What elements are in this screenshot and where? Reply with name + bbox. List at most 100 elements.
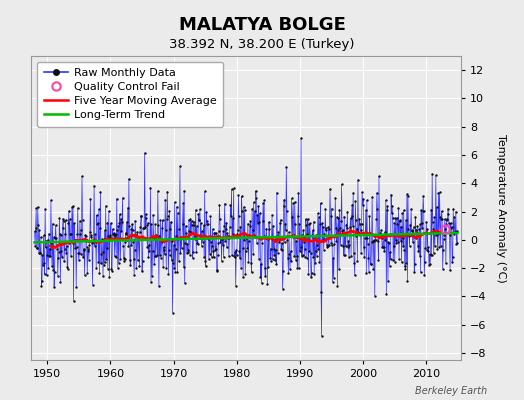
Point bbox=[434, 190, 443, 196]
Point bbox=[391, 215, 399, 221]
Point bbox=[267, 258, 275, 264]
Point bbox=[325, 242, 333, 248]
Point bbox=[73, 230, 81, 237]
Point bbox=[357, 221, 366, 228]
Point bbox=[153, 251, 161, 258]
Text: 38.392 N, 38.200 E (Turkey): 38.392 N, 38.200 E (Turkey) bbox=[169, 38, 355, 51]
Point bbox=[297, 135, 305, 141]
Point bbox=[136, 224, 145, 231]
Point bbox=[165, 208, 173, 214]
Point bbox=[385, 240, 393, 246]
Point bbox=[113, 195, 121, 202]
Point bbox=[386, 256, 395, 263]
Point bbox=[219, 228, 227, 234]
Point bbox=[239, 273, 247, 280]
Point bbox=[245, 232, 254, 238]
Point bbox=[325, 226, 334, 232]
Point bbox=[255, 219, 264, 225]
Point bbox=[252, 194, 260, 201]
Point bbox=[38, 252, 47, 258]
Point bbox=[157, 239, 166, 246]
Point bbox=[363, 197, 371, 204]
Point bbox=[285, 250, 293, 257]
Point bbox=[441, 226, 450, 232]
Point bbox=[326, 213, 335, 219]
Point bbox=[271, 257, 279, 264]
Point bbox=[227, 213, 235, 220]
Point bbox=[443, 216, 451, 222]
Point bbox=[88, 240, 96, 246]
Point bbox=[201, 258, 210, 265]
Point bbox=[384, 239, 392, 245]
Point bbox=[436, 243, 445, 249]
Point bbox=[71, 236, 80, 243]
Point bbox=[214, 240, 223, 246]
Point bbox=[236, 224, 245, 230]
Point bbox=[252, 188, 260, 194]
Point bbox=[70, 220, 78, 226]
Point bbox=[329, 255, 337, 262]
Y-axis label: Temperature Anomaly (°C): Temperature Anomaly (°C) bbox=[496, 134, 506, 282]
Point bbox=[453, 240, 462, 246]
Point bbox=[315, 214, 323, 220]
Point bbox=[85, 256, 93, 263]
Point bbox=[429, 226, 438, 232]
Point bbox=[121, 239, 129, 246]
Point bbox=[147, 279, 155, 285]
Point bbox=[43, 237, 52, 243]
Point bbox=[57, 248, 66, 254]
Point bbox=[95, 270, 104, 276]
Point bbox=[393, 221, 401, 227]
Point bbox=[392, 215, 401, 221]
Point bbox=[161, 227, 170, 234]
Point bbox=[48, 220, 57, 227]
Point bbox=[138, 268, 146, 274]
Point bbox=[40, 271, 49, 278]
Point bbox=[408, 228, 416, 234]
Point bbox=[254, 203, 263, 210]
Point bbox=[139, 225, 147, 232]
Point bbox=[160, 247, 168, 254]
Point bbox=[189, 248, 198, 255]
Point bbox=[350, 250, 358, 256]
Point bbox=[282, 164, 290, 170]
Point bbox=[413, 223, 422, 229]
Point bbox=[347, 253, 355, 259]
Point bbox=[256, 274, 265, 280]
Point bbox=[425, 262, 433, 268]
Point bbox=[242, 234, 250, 241]
Point bbox=[91, 242, 99, 249]
Point bbox=[125, 223, 134, 230]
Point bbox=[297, 244, 305, 251]
Point bbox=[396, 218, 404, 224]
Point bbox=[65, 240, 73, 247]
Point bbox=[253, 212, 261, 219]
Point bbox=[205, 234, 214, 240]
Point bbox=[190, 222, 199, 228]
Point bbox=[102, 256, 111, 262]
Point bbox=[121, 256, 129, 262]
Point bbox=[351, 198, 359, 204]
Point bbox=[355, 229, 363, 236]
Point bbox=[286, 248, 294, 254]
Point bbox=[334, 215, 343, 221]
Point bbox=[379, 244, 388, 250]
Point bbox=[345, 242, 354, 248]
Point bbox=[32, 205, 40, 211]
Point bbox=[390, 220, 398, 226]
Point bbox=[134, 257, 142, 264]
Point bbox=[233, 231, 242, 238]
Point bbox=[43, 252, 51, 258]
Point bbox=[380, 247, 388, 254]
Point bbox=[432, 172, 440, 178]
Point bbox=[321, 206, 330, 213]
Point bbox=[350, 260, 358, 266]
Point bbox=[95, 206, 103, 213]
Point bbox=[420, 207, 428, 214]
Point bbox=[227, 186, 236, 192]
Point bbox=[97, 260, 105, 267]
Point bbox=[257, 280, 266, 287]
Point bbox=[254, 220, 262, 226]
Point bbox=[378, 244, 387, 250]
Point bbox=[402, 191, 411, 198]
